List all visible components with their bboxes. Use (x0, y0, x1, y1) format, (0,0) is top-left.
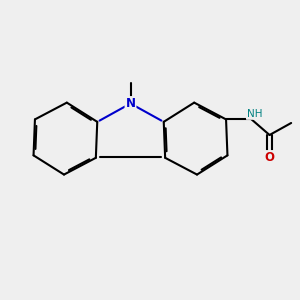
Text: O: O (265, 151, 275, 164)
Text: N: N (125, 97, 136, 110)
Text: NH: NH (247, 109, 262, 119)
